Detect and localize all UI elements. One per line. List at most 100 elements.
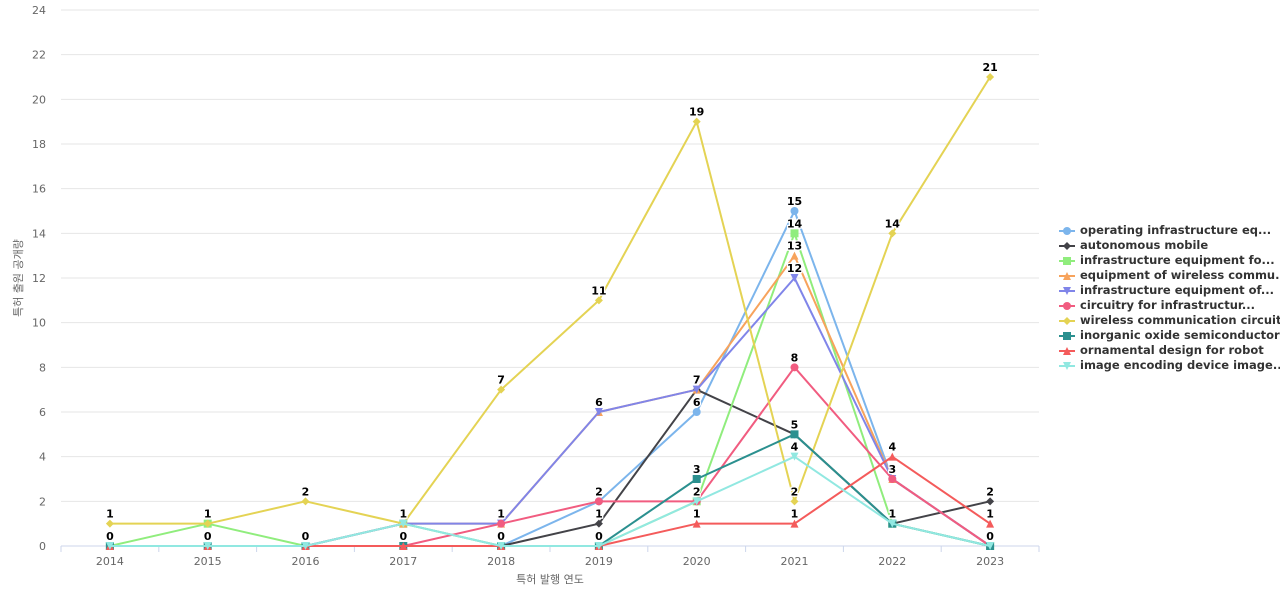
data-point-marker[interactable]: [497, 385, 506, 394]
data-label: 1: [595, 508, 603, 521]
data-point-marker[interactable]: [790, 430, 799, 439]
legend-item[interactable]: ornamental design for robot: [1058, 343, 1273, 358]
data-label: 1: [888, 508, 896, 521]
data-point-marker[interactable]: [692, 117, 701, 126]
series-line[interactable]: [109, 76, 991, 525]
data-point-marker[interactable]: [594, 408, 603, 416]
legend-item[interactable]: wireless communication circuit: [1058, 313, 1280, 328]
series-line[interactable]: [109, 254, 991, 547]
legend-marker: [1063, 241, 1071, 250]
data-point-marker[interactable]: [203, 519, 212, 528]
legend-marker: [1063, 361, 1071, 370]
data-point-marker[interactable]: [594, 519, 603, 528]
data-label: 0: [497, 530, 505, 543]
data-label: 2: [595, 485, 603, 498]
legend: operating infrastructure eq... autonomous…: [1058, 223, 1280, 373]
data-label: 15: [787, 195, 802, 208]
data-point-marker[interactable]: [399, 542, 408, 550]
data-point-marker[interactable]: [203, 542, 212, 550]
legend-item[interactable]: infrastructure equipment of...: [1058, 283, 1274, 298]
data-label: 13: [787, 240, 802, 253]
y-tick-label: 6: [39, 406, 46, 419]
data-label: 0: [302, 530, 310, 543]
data-label: 1: [399, 508, 407, 521]
x-axis-title: 특허 발행 연도: [516, 573, 584, 586]
series-line[interactable]: [109, 433, 991, 547]
series-group: [105, 73, 995, 528]
legend-item[interactable]: image encoding device image...: [1058, 358, 1280, 373]
data-point-marker[interactable]: [399, 519, 408, 528]
data-point-marker[interactable]: [497, 519, 506, 528]
data-point-marker[interactable]: [692, 385, 701, 394]
data-point-marker[interactable]: [790, 274, 799, 282]
data-point-marker[interactable]: [986, 542, 995, 550]
data-label: 6: [693, 396, 701, 409]
data-label: 19: [689, 106, 704, 119]
data-label: 5: [791, 418, 799, 431]
data-point-marker[interactable]: [790, 452, 799, 461]
legend-item[interactable]: autonomous mobile: [1058, 238, 1273, 253]
series-group: [105, 452, 995, 550]
legend-item[interactable]: infrastructure equipment fo...: [1058, 253, 1275, 268]
data-point-marker[interactable]: [790, 363, 799, 372]
data-point-marker[interactable]: [986, 73, 995, 81]
legend-item[interactable]: equipment of wireless commu...: [1058, 268, 1280, 283]
legend-marker: [1063, 256, 1071, 265]
legend-label: autonomous mobile: [1080, 238, 1209, 252]
data-point-marker[interactable]: [301, 497, 310, 506]
x-tick-label: 2021: [781, 555, 809, 568]
data-point-marker[interactable]: [594, 542, 603, 550]
data-point-marker[interactable]: [497, 542, 506, 550]
data-point-marker[interactable]: [888, 475, 897, 483]
data-point-marker[interactable]: [692, 519, 701, 528]
y-tick-label: 4: [39, 451, 46, 464]
x-tick-label: 2016: [292, 555, 320, 568]
data-point-marker[interactable]: [790, 229, 799, 238]
legend-label: equipment of wireless commu...: [1080, 268, 1280, 282]
data-point-marker[interactable]: [790, 519, 799, 528]
y-tick-label: 8: [39, 361, 46, 374]
legend-label: infrastructure equipment of...: [1080, 283, 1274, 297]
data-point-marker[interactable]: [692, 408, 701, 416]
legend-item[interactable]: inorganic oxide semiconductor: [1058, 328, 1280, 343]
data-point-marker[interactable]: [105, 519, 114, 528]
data-point-marker[interactable]: [301, 542, 310, 550]
data-label: 0: [106, 530, 114, 543]
legend-marker: [1063, 346, 1071, 355]
data-label: 3: [693, 463, 701, 476]
data-point-marker[interactable]: [888, 229, 897, 238]
data-label: 0: [399, 530, 407, 543]
data-label: 11: [591, 284, 606, 297]
legend-label: circuitry for infrastructur...: [1080, 298, 1256, 312]
x-tick-label: 2023: [976, 555, 1004, 568]
data-label: 7: [497, 374, 505, 387]
data-point-marker[interactable]: [888, 519, 897, 528]
data-label: 2: [693, 485, 701, 498]
series-line[interactable]: [109, 455, 991, 547]
data-point-marker[interactable]: [594, 497, 603, 506]
legend-item[interactable]: circuitry for infrastructur...: [1058, 298, 1273, 313]
legend-label: operating infrastructure eq...: [1080, 223, 1272, 237]
data-point-marker[interactable]: [692, 475, 701, 483]
legend-symbol: [1059, 256, 1075, 265]
data-label: 4: [888, 441, 896, 454]
data-point-marker[interactable]: [888, 452, 897, 461]
data-point-marker[interactable]: [105, 542, 114, 550]
legend-item[interactable]: operating infrastructure eq...: [1058, 223, 1273, 238]
data-point-marker[interactable]: [594, 296, 603, 305]
data-point-marker[interactable]: [790, 207, 799, 215]
legend-symbol: [1059, 346, 1075, 355]
data-label: 7: [693, 374, 701, 387]
x-tick-label: 2020: [683, 555, 711, 568]
y-tick-label: 0: [39, 540, 46, 553]
data-point-marker[interactable]: [790, 497, 799, 506]
data-point-marker[interactable]: [986, 519, 995, 528]
series-line[interactable]: [109, 210, 991, 547]
data-point-marker[interactable]: [790, 251, 799, 260]
data-point-marker[interactable]: [692, 497, 701, 506]
legend-symbol: [1059, 361, 1075, 370]
data-point-marker[interactable]: [986, 497, 995, 506]
y-axis-title: 특허 출원 공개량: [12, 239, 25, 317]
